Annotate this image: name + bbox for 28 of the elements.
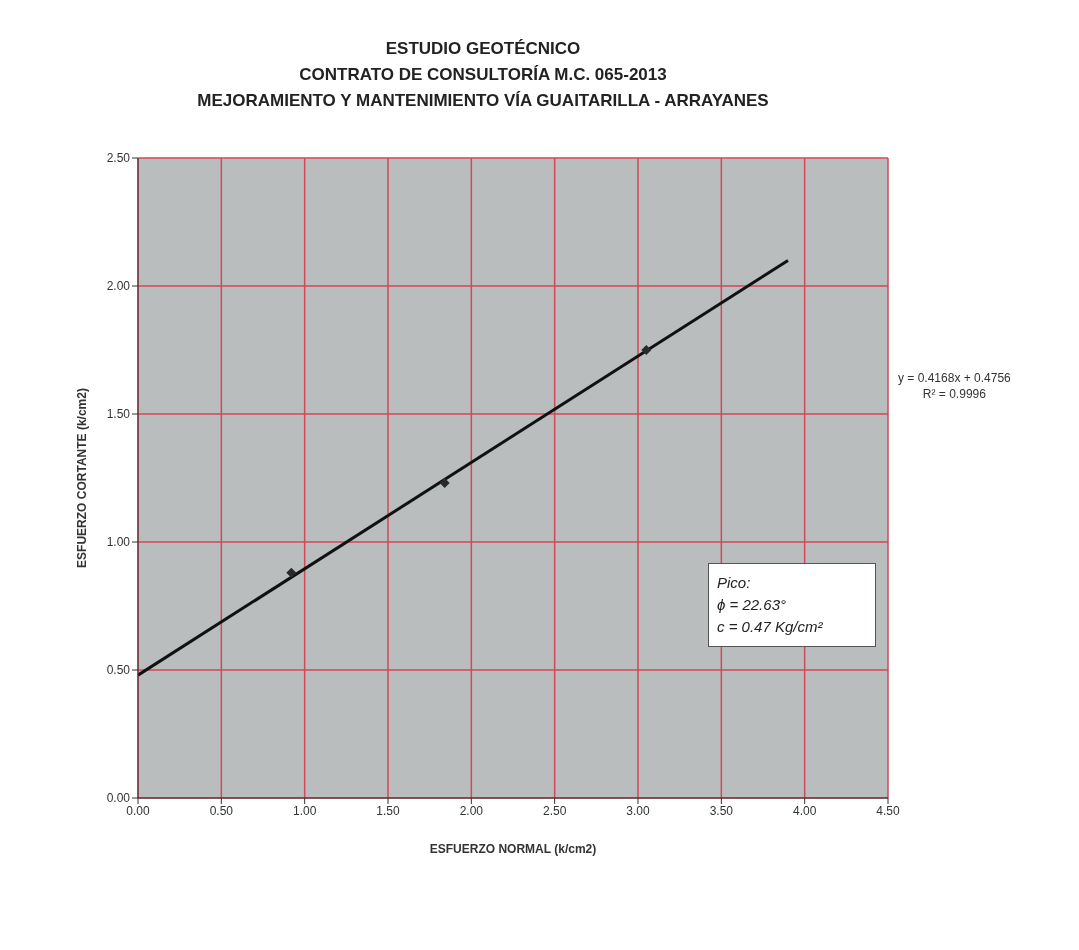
x-tick-label: 3.50 bbox=[709, 803, 734, 818]
x-tick-label: 1.50 bbox=[376, 803, 400, 818]
annotation: Pico: bbox=[717, 573, 752, 593]
x-tick-label: 4.50 bbox=[876, 803, 900, 818]
y-tick-label: 0.00 bbox=[106, 791, 131, 806]
y-tick-label: 2.00 bbox=[106, 279, 131, 294]
x-tick-label: 4.00 bbox=[792, 803, 817, 818]
annotation: ϕ = 22.63° bbox=[717, 595, 787, 615]
text: R² = 0.9996 bbox=[921, 386, 987, 402]
point bbox=[286, 567, 297, 578]
point bbox=[641, 345, 652, 355]
y-tick-label: 1.50 bbox=[106, 407, 131, 422]
note-box: Pico: ϕ = 22.63° c = 0.47 Kg/cm² bbox=[708, 563, 876, 647]
annotation: c = 0.47 Kg/cm² bbox=[717, 617, 824, 637]
y-axis-title: ESFUERZO CORTANTE (k/cm2) bbox=[75, 388, 90, 568]
x-tick-label: 0.00 bbox=[126, 803, 150, 818]
x-tick-label: 3.00 bbox=[626, 803, 650, 818]
chart-title: ESTUDIO GEOTÉCNICO CONTRATO DE CONSULTORÍA M.C. 065-2013 MEJORAMIENTO Y MANTENIMIENTO VÍA GUAITARILLA - ARRAYANES bbox=[196, 38, 770, 112]
x-tick-label: 1.00 bbox=[292, 803, 317, 818]
y-tick-label: 0.50 bbox=[106, 663, 131, 678]
y-tick-label: 2.50 bbox=[106, 151, 131, 166]
x-tick-label: 0.50 bbox=[209, 803, 234, 818]
text: y = 0.4168x + 0.4756 bbox=[898, 370, 1011, 386]
x-tick-label: 2.50 bbox=[542, 803, 567, 818]
point bbox=[439, 478, 450, 489]
x-axis-title: ESFUERZO NORMAL (k/cm2) bbox=[429, 842, 597, 856]
y-tick-label: 1.00 bbox=[106, 535, 131, 550]
x-tick-label: 2.00 bbox=[459, 803, 484, 818]
